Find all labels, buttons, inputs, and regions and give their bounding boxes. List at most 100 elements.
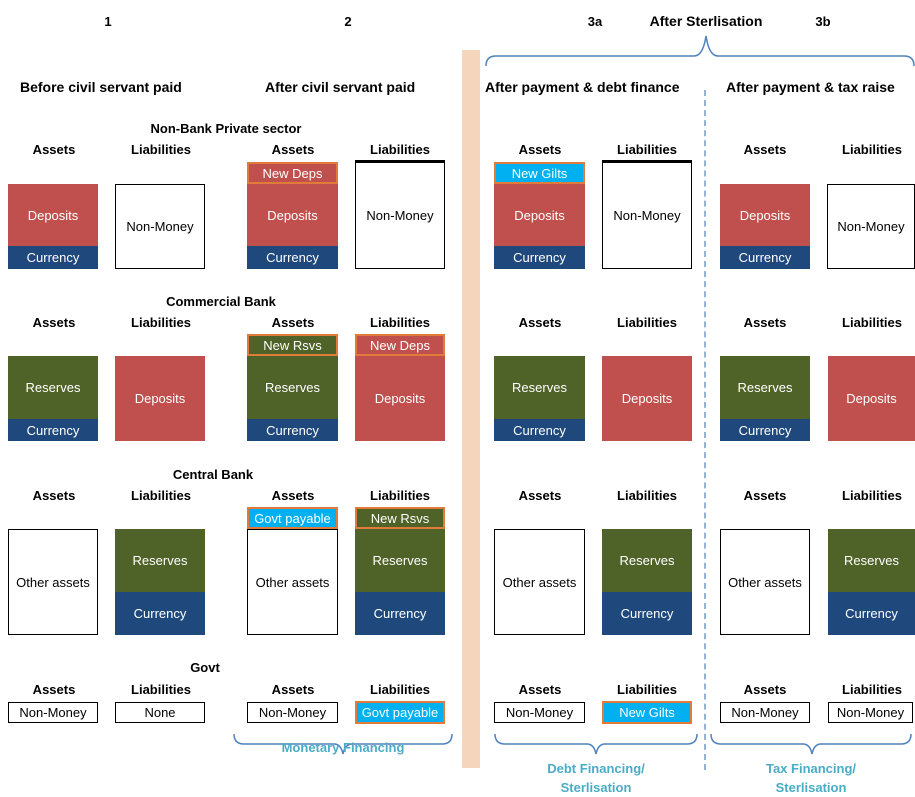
title-debt-finance: After payment & debt finance bbox=[485, 79, 680, 95]
column-number-3a: 3a bbox=[587, 14, 603, 29]
liabilities-header: Liabilities bbox=[370, 488, 430, 503]
cb-reserves-block: Reserves bbox=[828, 529, 915, 592]
nbps-deposits-block: Deposits bbox=[720, 184, 810, 246]
debt-financing-label: Debt Financing/ Sterlisation bbox=[547, 759, 645, 797]
nbps-deposits-block: Deposits bbox=[8, 184, 98, 246]
liabilities-header: Liabilities bbox=[131, 682, 191, 697]
tax-financing-label-line2: Sterlisation bbox=[775, 780, 847, 795]
bank-currency-block: Currency bbox=[720, 419, 810, 441]
cb-other-assets-block: Other assets bbox=[247, 529, 338, 635]
sterilisation-brace bbox=[485, 35, 915, 67]
govt-none-block: None bbox=[115, 702, 205, 723]
monetary-financing-brace bbox=[233, 733, 453, 755]
debt-financing-brace bbox=[494, 733, 698, 755]
cb-currency-block: Currency bbox=[115, 592, 205, 635]
liabilities-header: Liabilities bbox=[370, 682, 430, 697]
monetary-financing-label: Monetary Financing bbox=[281, 740, 405, 755]
debt-financing-label-line2: Sterlisation bbox=[560, 780, 632, 795]
assets-header: Assets bbox=[32, 142, 76, 157]
liabilities-header: Liabilities bbox=[617, 682, 677, 697]
bank-new-deps-block: New Deps bbox=[355, 334, 445, 356]
assets-header: Assets bbox=[32, 315, 76, 330]
debt-financing-label-line1: Debt Financing/ bbox=[547, 761, 645, 776]
govt-govt-payable-block: Govt payable bbox=[355, 701, 445, 724]
govt-non-money-block: Non-Money bbox=[720, 702, 810, 723]
liabilities-header: Liabilities bbox=[842, 682, 902, 697]
title-after-paid: After civil servant paid bbox=[265, 79, 416, 95]
nbps-deposits-block: Deposits bbox=[247, 184, 338, 246]
bank-new-rsvs-block: New Rsvs bbox=[247, 334, 338, 356]
title-before-paid: Before civil servant paid bbox=[20, 79, 182, 95]
sector-heading-govt: Govt bbox=[190, 660, 220, 675]
assets-header: Assets bbox=[271, 682, 315, 697]
bank-currency-block: Currency bbox=[8, 419, 98, 441]
cb-currency-block: Currency bbox=[602, 592, 692, 635]
liabilities-header: Liabilities bbox=[131, 488, 191, 503]
bank-reserves-block: Reserves bbox=[720, 356, 810, 419]
assets-header: Assets bbox=[518, 488, 562, 503]
cb-currency-block: Currency bbox=[355, 592, 445, 635]
assets-header: Assets bbox=[743, 315, 787, 330]
cb-new-rsvs-block: New Rsvs bbox=[355, 507, 445, 529]
nbps-currency-block: Currency bbox=[494, 246, 585, 269]
nbps-deposits-block: Deposits bbox=[494, 184, 585, 246]
tax-financing-brace bbox=[710, 733, 912, 755]
bank-currency-block: Currency bbox=[494, 419, 585, 441]
bank-reserves-block: Reserves bbox=[494, 356, 585, 419]
assets-header: Assets bbox=[271, 488, 315, 503]
column-number-3b: 3b bbox=[815, 14, 831, 29]
sector-heading-cb: Central Bank bbox=[172, 467, 254, 482]
bank-deposits-block: Deposits bbox=[602, 356, 692, 441]
nbps-currency-block: Currency bbox=[720, 246, 810, 269]
tax-financing-label: Tax Financing/ Sterlisation bbox=[766, 759, 856, 797]
column-divider bbox=[462, 50, 480, 768]
tax-financing-label-line1: Tax Financing/ bbox=[765, 761, 857, 776]
bank-reserves-block: Reserves bbox=[247, 356, 338, 419]
liabilities-header: Liabilities bbox=[842, 142, 902, 157]
liabilities-header: Liabilities bbox=[131, 142, 191, 157]
nbps-non-money-block: Non-Money bbox=[115, 184, 205, 269]
assets-header: Assets bbox=[518, 682, 562, 697]
bank-deposits-block: Deposits bbox=[828, 356, 915, 441]
govt-non-money-block: Non-Money bbox=[247, 702, 338, 723]
liabilities-header: Liabilities bbox=[370, 315, 430, 330]
bank-reserves-block: Reserves bbox=[8, 356, 98, 419]
after-sterilisation-heading: After Sterlisation bbox=[649, 13, 763, 29]
column-number-2: 2 bbox=[344, 14, 352, 29]
nbps-new-gilts-block: New Gilts bbox=[494, 162, 585, 184]
bank-currency-block: Currency bbox=[247, 419, 338, 441]
nbps-non-money-block: Non-Money bbox=[827, 184, 915, 269]
assets-header: Assets bbox=[743, 142, 787, 157]
dashed-divider bbox=[704, 90, 706, 770]
cb-reserves-block: Reserves bbox=[355, 529, 445, 592]
nbps-non-money-block: Non-Money bbox=[355, 162, 445, 269]
cb-reserves-block: Reserves bbox=[602, 529, 692, 592]
cb-other-assets-block: Other assets bbox=[8, 529, 98, 635]
govt-non-money-block: Non-Money bbox=[8, 702, 98, 723]
cb-currency-block: Currency bbox=[828, 592, 915, 635]
header-underline bbox=[355, 160, 445, 162]
liabilities-header: Liabilities bbox=[617, 315, 677, 330]
assets-header: Assets bbox=[518, 142, 562, 157]
bank-deposits-block: Deposits bbox=[115, 356, 205, 441]
assets-header: Assets bbox=[743, 488, 787, 503]
assets-header: Assets bbox=[271, 315, 315, 330]
govt-new-gilts-block: New Gilts bbox=[602, 701, 692, 724]
liabilities-header: Liabilities bbox=[131, 315, 191, 330]
column-number-1: 1 bbox=[104, 14, 112, 29]
liabilities-header: Liabilities bbox=[617, 488, 677, 503]
liabilities-header: Liabilities bbox=[842, 488, 902, 503]
bank-deposits-block: Deposits bbox=[355, 356, 445, 441]
nbps-new-deps-block: New Deps bbox=[247, 162, 338, 184]
sector-heading-bank: Commercial Bank bbox=[166, 294, 276, 309]
cb-other-assets-block: Other assets bbox=[720, 529, 810, 635]
govt-non-money-block: Non-Money bbox=[828, 702, 913, 723]
cb-govt-payable-block: Govt payable bbox=[247, 507, 338, 529]
liabilities-header: Liabilities bbox=[842, 315, 902, 330]
assets-header: Assets bbox=[32, 488, 76, 503]
header-underline bbox=[602, 160, 692, 162]
assets-header: Assets bbox=[32, 682, 76, 697]
cb-other-assets-block: Other assets bbox=[494, 529, 585, 635]
title-tax-raise: After payment & tax raise bbox=[726, 79, 895, 95]
cb-reserves-block: Reserves bbox=[115, 529, 205, 592]
